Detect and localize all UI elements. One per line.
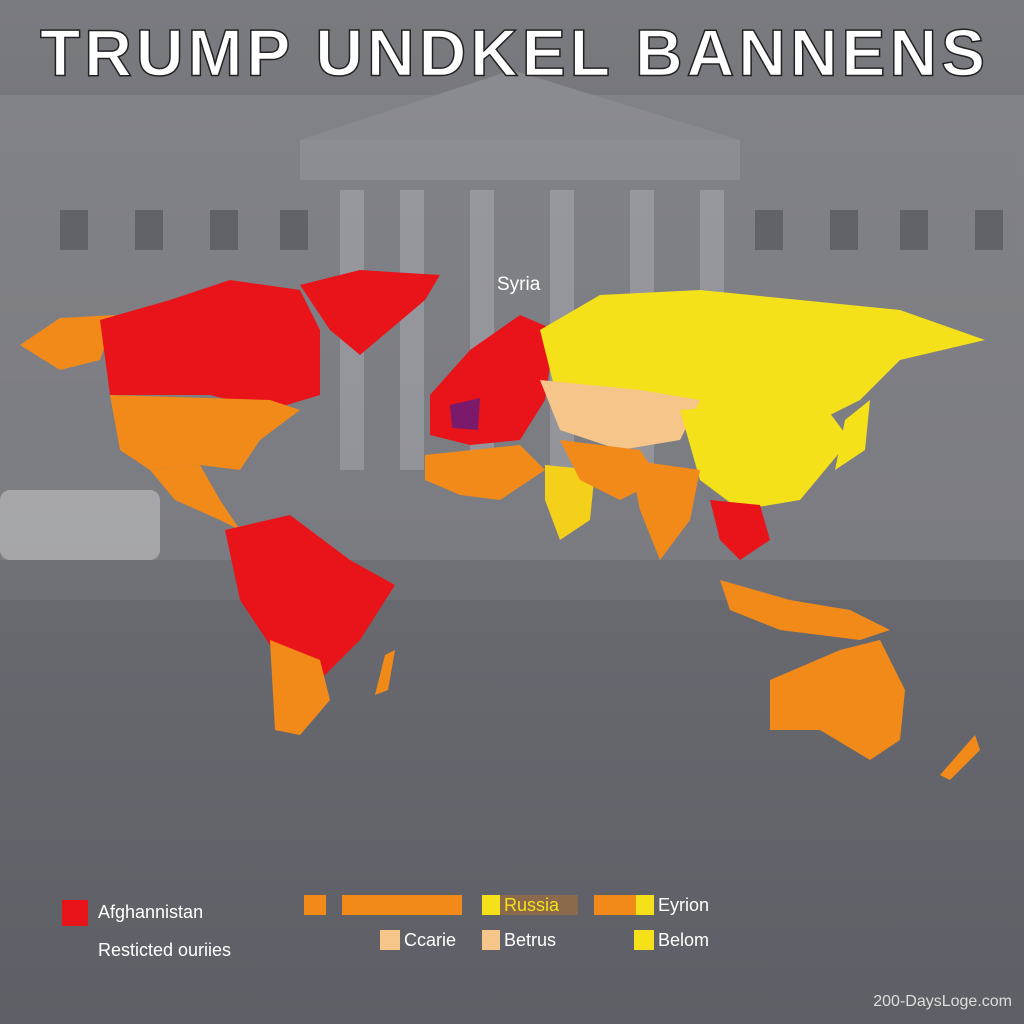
legend-label-bg [500, 895, 578, 915]
madagascar [375, 650, 395, 695]
legend-swatch [634, 930, 654, 950]
legend-swatch [594, 895, 636, 915]
legend-label: Belom [658, 930, 709, 950]
central-asia [540, 380, 700, 450]
france [450, 398, 480, 430]
india [630, 460, 700, 560]
legend-label: Resticted ouriies [98, 940, 231, 960]
legend-label: Ccarie [404, 930, 456, 950]
new-zealand [940, 735, 980, 780]
legend-label: Betrus [504, 930, 556, 950]
indonesia [720, 580, 890, 640]
south-america-red [225, 515, 395, 680]
legend-swatch [342, 895, 462, 915]
legend: Afghannistan Resticted ouriies Russia Eyrio… [62, 895, 709, 964]
usa [110, 395, 300, 470]
map-label: Syria [497, 274, 541, 295]
world-map [20, 270, 985, 780]
australia [770, 640, 905, 760]
south-america-orange [270, 640, 330, 735]
legend-label: Afghannistan [98, 902, 203, 922]
legend-label: Eyrion [658, 895, 709, 915]
legend-swatch [482, 895, 500, 915]
legend-swatch [482, 930, 500, 950]
east-africa [545, 465, 595, 540]
japan [835, 400, 870, 470]
north-africa [425, 445, 545, 500]
central-america [150, 465, 240, 530]
legend-swatch [62, 938, 88, 964]
legend-swatch [380, 930, 400, 950]
watermark: 200-DaysLoge.com [873, 993, 1012, 1010]
alaska [20, 315, 115, 370]
legend-swatch [636, 895, 654, 915]
southeast-asia [710, 500, 770, 560]
legend-swatch [304, 895, 326, 915]
canada [100, 280, 320, 410]
title: TRUMP UNDKEL BANNENS [40, 15, 985, 89]
legend-swatch [62, 900, 88, 926]
legend-label: Russia [504, 895, 560, 915]
china [680, 400, 850, 510]
greenland [300, 270, 440, 355]
